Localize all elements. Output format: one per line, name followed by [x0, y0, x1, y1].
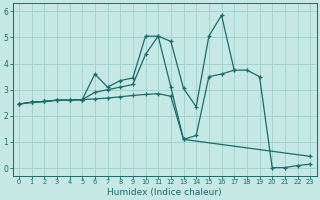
X-axis label: Humidex (Indice chaleur): Humidex (Indice chaleur)	[107, 188, 222, 197]
